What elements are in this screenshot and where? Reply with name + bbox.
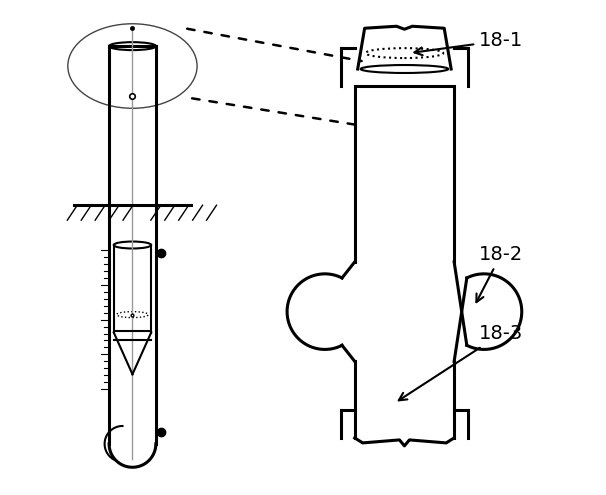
Text: 18-2: 18-2 [476, 245, 523, 302]
Text: 18-1: 18-1 [415, 31, 523, 55]
Text: 18-3: 18-3 [399, 325, 523, 400]
